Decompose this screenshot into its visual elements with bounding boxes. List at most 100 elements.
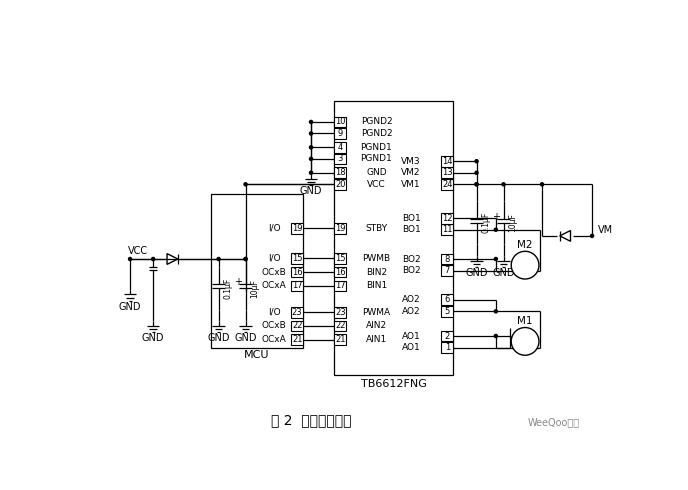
Text: 0.1μF: 0.1μF	[224, 278, 233, 299]
Bar	[441, 179, 453, 190]
Text: PGND2: PGND2	[361, 118, 392, 126]
Text: BIN2: BIN2	[366, 268, 387, 276]
Text: +: +	[492, 212, 499, 221]
Bar	[441, 254, 453, 265]
Bar	[334, 142, 347, 153]
Circle shape	[475, 183, 478, 186]
Circle shape	[475, 160, 478, 163]
Circle shape	[494, 257, 497, 261]
Circle shape	[310, 171, 312, 174]
Text: 15: 15	[335, 254, 345, 263]
Circle shape	[475, 171, 478, 174]
Bar	[334, 168, 347, 178]
Circle shape	[129, 257, 131, 261]
Text: 10μF: 10μF	[250, 279, 259, 298]
Text: TB6612FNG: TB6612FNG	[361, 379, 427, 389]
Circle shape	[475, 183, 478, 186]
Text: I/O: I/O	[268, 254, 281, 263]
Text: OCxA: OCxA	[261, 335, 286, 344]
Bar	[334, 179, 347, 190]
Circle shape	[494, 310, 497, 313]
Text: VM3: VM3	[401, 157, 421, 166]
Bar	[291, 307, 303, 318]
Text: PGND2: PGND2	[361, 129, 392, 138]
Text: 4: 4	[338, 143, 343, 152]
Bar	[441, 168, 453, 178]
Text: BO2: BO2	[402, 266, 420, 275]
Text: 14: 14	[442, 157, 453, 166]
Text: GND: GND	[493, 268, 515, 278]
Text: GND: GND	[119, 302, 141, 312]
Bar	[334, 128, 347, 139]
Text: WeeQoo维库: WeeQoo维库	[528, 417, 579, 427]
Text: 1: 1	[444, 343, 450, 352]
Circle shape	[310, 132, 312, 135]
Bar	[441, 224, 453, 235]
Text: AIN1: AIN1	[366, 335, 387, 344]
Text: 19: 19	[292, 224, 303, 233]
Text: 20: 20	[335, 180, 345, 189]
Text: 3: 3	[338, 154, 343, 163]
Text: 23: 23	[335, 308, 345, 317]
Circle shape	[511, 251, 539, 279]
Text: 5: 5	[444, 307, 450, 316]
Text: 23: 23	[292, 308, 303, 317]
Bar	[291, 267, 303, 277]
Circle shape	[541, 183, 544, 186]
Text: OCxA: OCxA	[261, 281, 286, 291]
Text: 6: 6	[444, 295, 450, 304]
Text: 9: 9	[338, 129, 343, 138]
Bar	[334, 335, 347, 345]
Bar	[334, 320, 347, 331]
Text: GND: GND	[235, 333, 257, 343]
Text: 21: 21	[292, 335, 303, 344]
Bar	[334, 253, 347, 264]
Bar	[334, 101, 453, 374]
Circle shape	[151, 257, 155, 261]
Bar	[291, 281, 303, 292]
Text: VCC: VCC	[128, 246, 148, 256]
Bar	[291, 253, 303, 264]
Text: PWMB: PWMB	[363, 254, 391, 263]
Circle shape	[244, 257, 247, 261]
Circle shape	[494, 335, 497, 338]
Text: OCxB: OCxB	[261, 268, 286, 276]
Text: 24: 24	[442, 180, 453, 189]
Text: I/O: I/O	[268, 224, 281, 233]
Bar	[334, 281, 347, 292]
Text: 17: 17	[292, 281, 303, 291]
Text: +: +	[234, 277, 242, 287]
Text: I/O: I/O	[268, 308, 281, 317]
Text: 15: 15	[292, 254, 303, 263]
Text: MCU: MCU	[244, 350, 270, 360]
Bar	[441, 294, 453, 305]
Text: PGND1: PGND1	[361, 143, 392, 152]
Text: GND: GND	[300, 186, 322, 196]
Text: 2: 2	[444, 332, 450, 341]
Text: 21: 21	[335, 335, 345, 344]
Text: PGND1: PGND1	[361, 154, 392, 163]
Text: OCxB: OCxB	[261, 321, 286, 330]
Text: 图 2  电机控制单元: 图 2 电机控制单元	[271, 414, 352, 428]
Bar	[441, 306, 453, 317]
Circle shape	[511, 327, 539, 355]
Bar	[334, 117, 347, 127]
Text: 7: 7	[444, 266, 450, 275]
Text: M2: M2	[517, 240, 533, 250]
Text: 10μF: 10μF	[508, 213, 517, 232]
Text: M: M	[519, 259, 530, 271]
Text: 12: 12	[442, 214, 453, 222]
Circle shape	[244, 257, 247, 261]
Bar	[211, 194, 303, 347]
Text: 13: 13	[442, 168, 453, 177]
Text: 22: 22	[335, 321, 345, 330]
Text: 0.1μF: 0.1μF	[482, 212, 491, 233]
Text: 16: 16	[292, 268, 303, 276]
Bar	[334, 223, 347, 234]
Text: 19: 19	[335, 224, 345, 233]
Text: AIN2: AIN2	[366, 321, 387, 330]
Text: GND: GND	[366, 168, 387, 177]
Circle shape	[310, 146, 312, 149]
Bar	[291, 320, 303, 331]
Text: BO1: BO1	[402, 225, 420, 234]
